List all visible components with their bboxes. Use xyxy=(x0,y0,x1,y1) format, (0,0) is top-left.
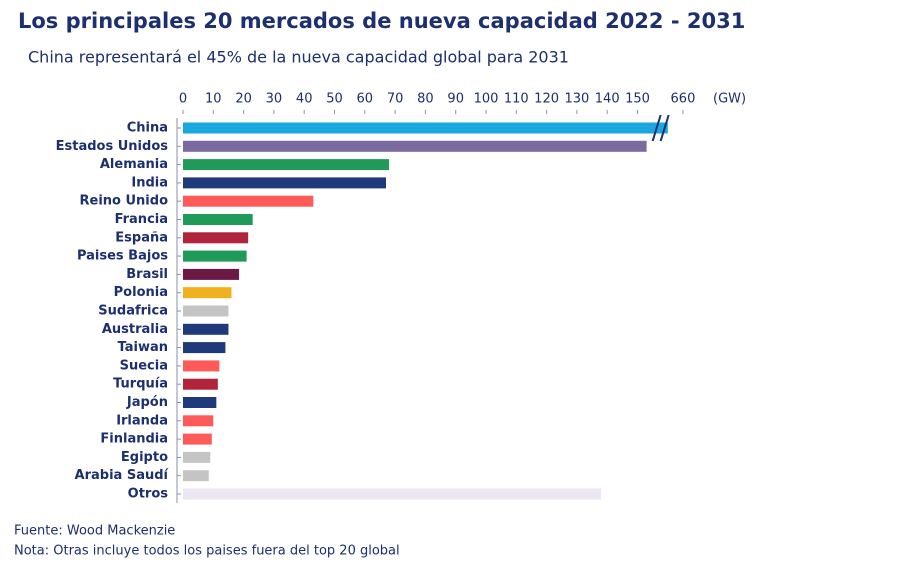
y-tick-label: Australia xyxy=(102,322,168,337)
bar xyxy=(183,268,240,280)
bar xyxy=(183,214,253,225)
bar xyxy=(183,287,232,299)
bar xyxy=(183,470,209,482)
bar xyxy=(183,451,211,463)
bar xyxy=(183,378,218,390)
y-tick-label: Finlandia xyxy=(100,432,168,447)
y-tick-label: Turquía xyxy=(113,377,168,392)
bar xyxy=(183,488,602,500)
y-tick-label: India xyxy=(131,175,168,190)
y-tick-label: Polonia xyxy=(114,285,168,300)
y-tick-label: Reino Unido xyxy=(80,194,169,209)
y-tick-label: Paises Bajos xyxy=(77,249,168,264)
bar xyxy=(183,342,226,354)
chart-subtitle: China representará el 45% de la nueva ca… xyxy=(28,48,569,67)
axis-break xyxy=(651,114,662,142)
x-tick-label: 80 xyxy=(417,92,434,107)
bar xyxy=(183,122,668,134)
y-tick-label: Alemania xyxy=(100,157,168,172)
y-tick-label: España xyxy=(115,230,168,245)
x-tick-label: 120 xyxy=(534,92,559,107)
chart-title: Los principales 20 mercados de nueva cap… xyxy=(18,9,745,33)
bar xyxy=(183,360,220,372)
y-tick-label: Estados Unidos xyxy=(56,139,169,154)
x-tick-label: 150 xyxy=(625,92,650,107)
x-tick-label: 50 xyxy=(326,92,343,107)
bar xyxy=(183,177,387,189)
bar xyxy=(183,433,212,445)
x-tick-label: 30 xyxy=(266,92,283,107)
bar xyxy=(183,159,390,171)
x-tick-label: 130 xyxy=(564,92,589,107)
y-tick-label: Taiwan xyxy=(118,340,168,355)
y-tick-label: Egipto xyxy=(121,450,168,465)
x-tick-label: 20 xyxy=(235,92,252,107)
x-tick-label: 90 xyxy=(447,92,464,107)
y-tick-label: China xyxy=(127,121,168,136)
bar xyxy=(183,397,217,408)
x-unit: (GW) xyxy=(713,92,746,107)
bar xyxy=(183,415,214,427)
y-tick-label: Suecia xyxy=(120,358,168,373)
y-tick-label: Sudafrica xyxy=(98,304,168,319)
axis-break xyxy=(659,114,670,142)
x-tick-label: 60 xyxy=(357,92,374,107)
source-note: Fuente: Wood Mackenzie xyxy=(14,524,175,539)
bar xyxy=(183,140,647,152)
x-tick-label: 10 xyxy=(205,92,222,107)
x-tick-label: 140 xyxy=(595,92,620,107)
bar xyxy=(183,195,314,207)
bar xyxy=(183,232,249,244)
x-tick-label: 40 xyxy=(296,92,313,107)
y-tick-label: Otros xyxy=(128,487,169,502)
x-tick-label: 0 xyxy=(179,92,187,107)
x-tick-label: 660 xyxy=(671,92,696,107)
bar xyxy=(183,323,229,335)
y-tick-label: Francia xyxy=(115,212,168,227)
y-tick-label: Irlanda xyxy=(116,413,168,428)
bar xyxy=(183,250,247,262)
y-tick-label: Brasil xyxy=(126,267,168,282)
x-tick-label: 110 xyxy=(504,92,529,107)
x-tick-label: 100 xyxy=(474,92,499,107)
bar xyxy=(183,305,229,317)
note: Nota: Otras incluye todos los paises fue… xyxy=(14,544,400,559)
y-tick-label: Japón xyxy=(126,395,168,410)
y-tick-label: Arabia Saudí xyxy=(75,468,170,483)
x-tick-label: 70 xyxy=(387,92,404,107)
